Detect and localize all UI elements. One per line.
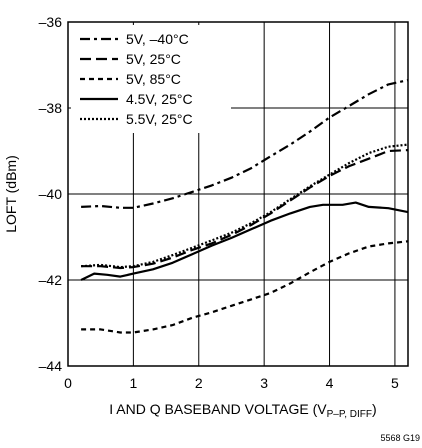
x-tick-label: 0: [64, 375, 72, 391]
series-lines: [80, 79, 408, 334]
y-tick-label: –38: [39, 100, 63, 116]
series-line-1: [81, 149, 408, 270]
legend-label-4: 5.5V, 25°C: [126, 111, 193, 127]
y-tick-labels: –44 –42 –40 –38 –36: [39, 14, 63, 374]
x-tick-label: 2: [195, 375, 203, 391]
y-tick-label: –40: [39, 186, 63, 202]
x-tick-label: 5: [391, 375, 399, 391]
series-line-2: [81, 240, 408, 334]
x-axis-label-subscript: P–P, DIFF: [327, 409, 372, 420]
y-tick-label: –36: [39, 14, 63, 30]
legend-background: [71, 25, 231, 133]
x-axis-label-main: I AND Q BASEBAND VOLTAGE (V: [109, 401, 327, 417]
y-tick-label: –44: [39, 358, 63, 374]
legend-label-1: 5V, 25°C: [126, 51, 181, 67]
x-axis-label-close: ): [372, 401, 377, 417]
y-tick-label: –42: [39, 272, 63, 288]
legend-label-3: 4.5V, 25°C: [126, 91, 193, 107]
y-axis-label: LOFT (dBm): [3, 155, 19, 233]
figure-id: 5568 G19: [380, 433, 420, 443]
legend-label-0: 5V, –40°C: [126, 31, 189, 47]
legend: 5V, –40°C 5V, 25°C 5V, 85°C 4.5V, 25°C 5.5V,…: [71, 25, 231, 133]
series-line-3: [80, 201, 408, 281]
plot-frame: [67, 21, 409, 367]
x-tick-label: 4: [326, 375, 334, 391]
x-tick-label: 1: [129, 375, 137, 391]
legend-label-2: 5V, 85°C: [126, 71, 181, 87]
series-line-4: [81, 143, 408, 269]
x-tick-label: 3: [260, 375, 268, 391]
series-line-0: [81, 79, 408, 209]
x-tick-labels: 0 1 2 3 4 5: [64, 375, 399, 391]
x-axis-label: I AND Q BASEBAND VOLTAGE (VP–P, DIFF): [109, 401, 376, 420]
